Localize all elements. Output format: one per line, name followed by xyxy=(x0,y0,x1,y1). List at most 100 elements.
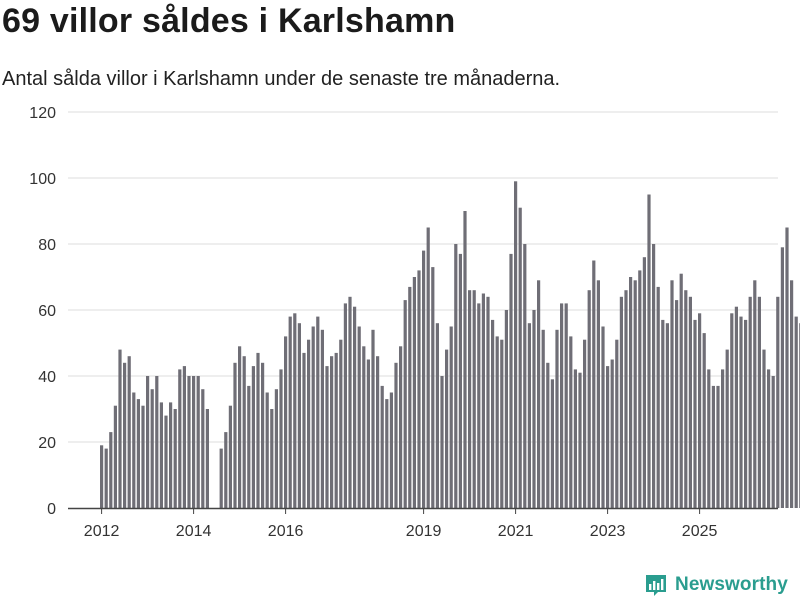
bar xyxy=(233,362,237,508)
y-tick-label: 0 xyxy=(47,501,56,518)
bar xyxy=(366,359,370,508)
bar xyxy=(569,336,573,508)
bar xyxy=(302,352,306,508)
bar xyxy=(417,270,421,508)
bar xyxy=(146,376,150,508)
y-tick-label: 120 xyxy=(29,105,56,122)
bar xyxy=(711,385,715,508)
bar xyxy=(753,280,757,508)
bar xyxy=(527,323,531,508)
bar xyxy=(477,303,481,508)
bar xyxy=(514,181,518,509)
bar xyxy=(136,399,140,508)
bar xyxy=(449,326,453,508)
x-tick-label: 2014 xyxy=(176,523,212,540)
bar xyxy=(486,296,490,508)
bar xyxy=(744,319,748,508)
bar xyxy=(638,270,642,508)
bar xyxy=(560,303,564,508)
x-tick-label: 2025 xyxy=(682,523,718,540)
bar xyxy=(702,333,706,508)
bar xyxy=(509,253,513,508)
bar xyxy=(790,280,794,508)
bar xyxy=(606,366,610,508)
bar xyxy=(173,409,177,508)
bar xyxy=(587,290,591,508)
bar xyxy=(380,385,384,508)
bar xyxy=(523,244,527,508)
bar xyxy=(123,362,127,508)
bar xyxy=(757,296,761,508)
bar xyxy=(389,392,393,508)
bar xyxy=(472,290,476,508)
bar xyxy=(739,316,743,508)
bar xyxy=(385,399,389,508)
bar xyxy=(624,290,628,508)
bar xyxy=(463,211,467,508)
bar xyxy=(261,362,265,508)
bar xyxy=(334,352,338,508)
bar xyxy=(127,356,131,508)
bar xyxy=(201,389,205,508)
bar xyxy=(399,346,403,508)
bar xyxy=(491,319,495,508)
bar xyxy=(431,267,435,508)
bar xyxy=(422,250,426,508)
bar xyxy=(679,273,683,508)
chart-title: 69 villor såldes i Karlshamn xyxy=(2,2,456,40)
bar xyxy=(256,352,260,508)
bar xyxy=(155,376,159,508)
bar xyxy=(550,379,554,508)
bar xyxy=(408,286,412,508)
bar xyxy=(192,376,196,508)
bar xyxy=(537,280,541,508)
bar xyxy=(670,280,674,508)
bar xyxy=(495,336,499,508)
bar xyxy=(610,359,614,508)
bar xyxy=(205,409,209,508)
bar xyxy=(297,323,301,508)
bar xyxy=(771,376,775,508)
bar xyxy=(316,316,320,508)
bar xyxy=(182,366,186,508)
bar xyxy=(228,405,232,508)
bar xyxy=(238,346,242,508)
newsworthy-logo-icon xyxy=(646,575,666,596)
bar xyxy=(343,303,347,508)
x-tick-label: 2021 xyxy=(498,523,534,540)
x-tick-label: 2023 xyxy=(590,523,626,540)
bar xyxy=(330,356,334,508)
bar xyxy=(242,356,246,508)
bar xyxy=(500,339,504,508)
bar xyxy=(169,402,173,508)
bar xyxy=(178,369,182,508)
bar xyxy=(642,257,646,508)
bar xyxy=(353,306,357,508)
bar xyxy=(780,247,784,509)
bar xyxy=(794,316,798,508)
newsworthy-logo[interactable]: Newsworthy xyxy=(644,570,788,600)
bar xyxy=(573,369,577,508)
bar xyxy=(601,326,605,508)
bar xyxy=(468,290,472,508)
bar xyxy=(707,369,711,508)
bar xyxy=(307,339,311,508)
y-tick-label: 100 xyxy=(29,171,56,188)
bar xyxy=(716,385,720,508)
bar xyxy=(339,339,343,508)
bar xyxy=(274,389,278,508)
bar xyxy=(615,339,619,508)
bar xyxy=(265,392,269,508)
bar xyxy=(279,369,283,508)
bar xyxy=(348,296,352,508)
x-tick-label: 2012 xyxy=(84,523,120,540)
bar xyxy=(251,366,255,508)
bar xyxy=(518,207,522,508)
bar xyxy=(224,432,228,508)
x-tick-label: 2016 xyxy=(268,523,304,540)
bar xyxy=(403,300,407,508)
bar xyxy=(270,409,274,508)
bar xyxy=(785,227,789,508)
bar xyxy=(288,316,292,508)
bar xyxy=(196,376,200,508)
